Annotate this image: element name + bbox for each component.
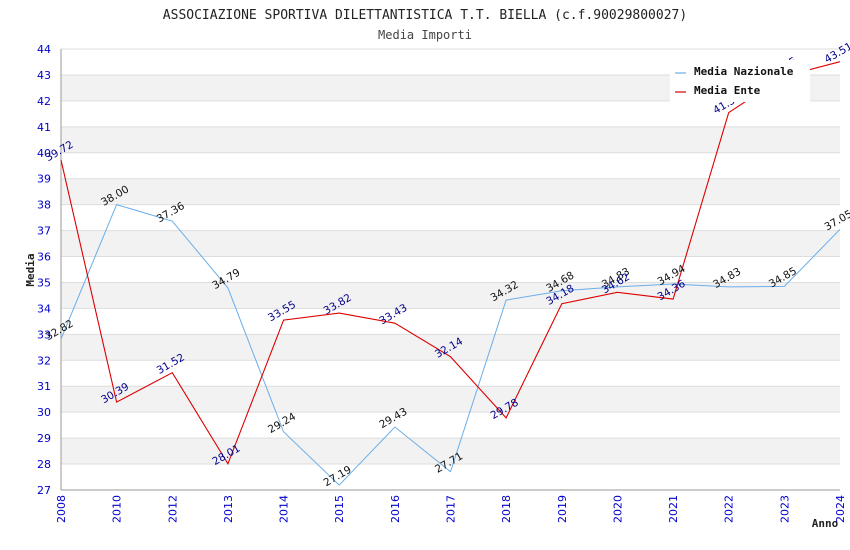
x-tick-label: 2020	[611, 495, 624, 523]
data-label-nazionale: 27.19	[322, 464, 354, 489]
grid-lines	[61, 48, 840, 491]
y-tick-label: 30	[37, 406, 51, 419]
y-tick-label: 44	[37, 43, 51, 56]
x-tick-label: 2022	[723, 495, 736, 523]
legend-label-ente: Media Ente	[694, 84, 761, 97]
series-line-media-ente	[60, 61, 841, 466]
grid-band	[61, 178, 840, 205]
y-tick-label: 37	[37, 225, 51, 238]
y-tick-label: 34	[37, 302, 51, 315]
x-tick-label: 2014	[278, 495, 291, 523]
data-labels: 32.8238.0037.3634.7929.2427.1929.4327.71…	[43, 40, 850, 489]
y-tick-label: 33	[37, 328, 51, 341]
data-label-ente: 39.72	[43, 139, 75, 164]
y-tick-label: 40	[37, 147, 51, 160]
x-tick-label: 2018	[500, 495, 513, 523]
x-tick-label: 2021	[667, 495, 680, 523]
data-label-nazionale: 29.24	[266, 410, 298, 436]
grid-band	[61, 334, 840, 361]
series-line-media-nazionale	[60, 203, 841, 486]
y-axis-title: Media	[24, 253, 37, 286]
y-tick-label: 43	[37, 69, 51, 82]
x-tick-label: 2012	[166, 495, 179, 523]
x-tick-label: 2016	[389, 495, 402, 523]
data-label-nazionale: 37.05	[822, 208, 850, 233]
x-tick-label: 2008	[55, 495, 68, 523]
x-axis-title: Anno	[812, 517, 839, 530]
chart-title: ASSOCIAZIONE SPORTIVA DILETTANTISTICA T.…	[163, 8, 687, 23]
background-bands	[61, 74, 840, 465]
x-tick-label: 2024	[834, 495, 847, 523]
legend-label-nazionale: Media Nazionale	[694, 65, 794, 78]
x-tick-label: 2023	[778, 495, 791, 523]
data-label-ente: 43.51	[822, 40, 850, 65]
y-tick-label: 38	[37, 199, 51, 212]
x-tick-label: 2010	[111, 495, 124, 523]
grid-band	[61, 386, 840, 413]
y-tick-label: 35	[37, 276, 51, 289]
y-tick-label: 41	[37, 121, 51, 134]
legend: Media Nazionale Media Ente	[670, 60, 810, 102]
y-tick-labels: 27 28 29 30 31 32 33 34 35 36 37 38 39 40 41 42 43 44	[37, 43, 51, 497]
y-tick-label: 27	[37, 484, 51, 497]
y-tick-label: 28	[37, 458, 51, 471]
y-tick-label: 32	[37, 354, 51, 367]
legend-box	[670, 60, 810, 102]
x-tick-label: 2015	[333, 495, 346, 523]
axes	[60, 49, 840, 491]
chart-subtitle: Media Importi	[378, 28, 472, 42]
y-tick-label: 31	[37, 380, 51, 393]
series-lines	[60, 61, 841, 486]
x-tick-label: 2013	[222, 495, 235, 523]
x-tick-labels: 2008 2010 2012 2013 2014 2015 2016 2017 2018 2019…	[55, 495, 847, 523]
grid-band	[61, 438, 840, 465]
y-tick-label: 29	[37, 432, 51, 445]
y-tick-label: 36	[37, 251, 51, 264]
x-tick-label: 2019	[556, 495, 569, 523]
grid-band	[61, 230, 840, 257]
y-tick-label: 42	[37, 95, 51, 108]
grid-band	[61, 282, 840, 309]
x-tick-label: 2017	[445, 495, 458, 523]
grid-band	[61, 126, 840, 153]
y-tick-label: 39	[37, 173, 51, 186]
